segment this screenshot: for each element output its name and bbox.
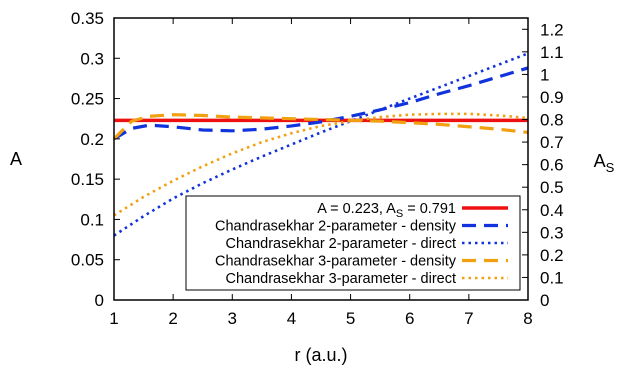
y-tick-label: 0.25 [71,90,104,109]
y2-axis-label: AS [594,151,615,175]
y-tick-label: 0.15 [71,170,104,189]
x-tick-label: 8 [523,309,532,328]
legend-label-text: Chandrasekhar 2-parameter - density [215,219,457,235]
x-tick-label: 4 [287,309,296,328]
x-tick-label: 2 [168,309,177,328]
legend-label-sub: S [396,208,403,220]
x-tick-label: 7 [464,309,473,328]
legend-label-text: A = 0.223, A [317,201,396,217]
y2-tick-label: 0.7 [540,133,564,152]
series-line-2 [113,66,529,141]
x-tick-label: 5 [346,309,355,328]
legend-label-text: Chandrasekhar 3-parameter - density [215,254,457,270]
x-tick-label: 3 [228,309,237,328]
y-tick-label: 0 [95,291,104,310]
plot-frame [113,17,529,301]
y2-tick-label: 0.9 [540,88,564,107]
x-tick-label: 1 [109,309,118,328]
y-axis-label: A [10,149,22,169]
x-tick-label: 6 [405,309,414,328]
y2-tick-label: 0.3 [540,223,564,242]
y2-tick-label: 0 [540,291,549,310]
y2-tick-label: 0.6 [540,156,564,175]
y2-axis-label-main: A [594,151,606,171]
y2-tick-label: 0.8 [540,111,564,130]
series-line-4 [112,113,529,140]
y2-tick-label: 0.5 [540,178,564,197]
y-tick-label: 0.1 [80,210,104,229]
y2-tick-label: 1.1 [540,43,564,62]
y-tick-label: 0.2 [80,130,104,149]
y2-tick-label: 0.4 [540,201,564,220]
x-axis-label: r (a.u.) [294,345,347,365]
legend-label-tail: = 0.791 [403,201,456,217]
y-tick-label: 0.35 [71,9,104,28]
legend-label-1: A = 0.223, AS = 0.791 [317,201,456,220]
y2-tick-label: 0.2 [540,246,564,265]
legend-label-3: Chandrasekhar 2-parameter - direct [226,236,457,252]
legend-label-2: Chandrasekhar 2-parameter - density [215,219,457,235]
y-tick-label: 0.05 [71,251,104,270]
series-line-5 [113,112,529,217]
y2-tick-label: 1.2 [540,20,564,39]
legend-label-5: Chandrasekhar 3-parameter - direct [226,271,457,287]
y-tick-label: 0.3 [80,49,104,68]
y2-tick-label: 0.1 [540,268,564,287]
legend-label-text: Chandrasekhar 2-parameter - direct [226,236,457,252]
y2-axis-label-sub: S [606,160,615,175]
legend-label-4: Chandrasekhar 3-parameter - density [215,254,457,270]
y2-tick-label: 1 [540,65,549,84]
legend-label-text: Chandrasekhar 3-parameter - direct [226,271,457,287]
